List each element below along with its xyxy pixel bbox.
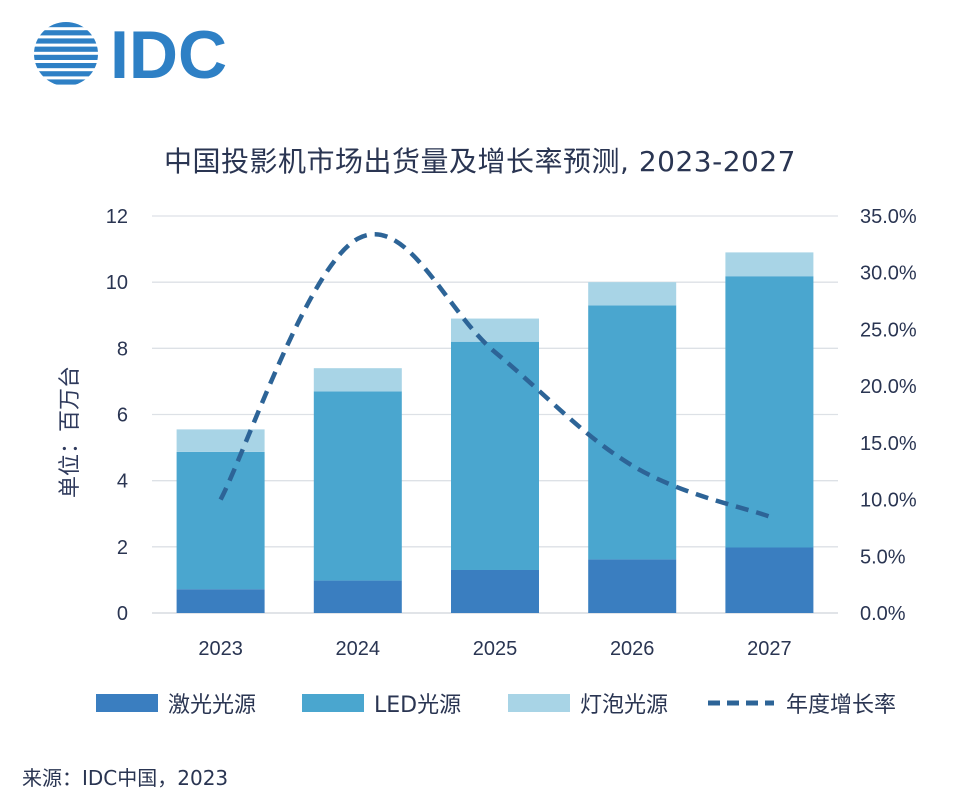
y2-tick-label: 15.0% <box>860 433 917 455</box>
y2-tick-label: 20.0% <box>860 376 917 398</box>
bar-led <box>725 276 814 548</box>
chart-title: 中国投影机市场出货量及增长率预测, 2023-2027 <box>164 145 796 178</box>
bar-bulb <box>588 282 677 306</box>
idc-logo: IDC <box>28 14 258 94</box>
bar-laser <box>725 547 814 613</box>
y2-tick-label: 10.0% <box>860 490 917 512</box>
y2-tick-label: 30.0% <box>860 263 917 285</box>
y-tick-label: 10 <box>106 272 128 294</box>
y-tick-label: 0 <box>117 603 128 625</box>
globe-stripe <box>34 54 98 60</box>
bar-bulb <box>176 429 265 452</box>
globe-stripe <box>34 46 98 52</box>
x-axis-ticks: 2023 2024 2025 2026 2027 <box>198 638 791 660</box>
y-tick-label: 12 <box>106 206 128 228</box>
bar-led <box>176 451 265 590</box>
legend-swatch-growth <box>708 700 774 706</box>
y2-tick-label: 5.0% <box>860 546 906 568</box>
globe-stripe <box>34 79 98 85</box>
x-tick-label: 2023 <box>198 638 243 660</box>
growth-line <box>218 232 771 519</box>
y-tick-label: 6 <box>117 405 128 427</box>
bar-led <box>313 391 402 581</box>
legend-item-laser: 激光光源 <box>96 685 256 721</box>
x-tick-label: 2024 <box>336 638 381 660</box>
bars <box>176 252 814 613</box>
y-tick-label: 4 <box>117 471 128 493</box>
source-note: 来源：IDC中国，2023 <box>22 766 229 790</box>
globe-stripe <box>34 38 98 44</box>
bar-bulb <box>725 252 814 277</box>
legend-swatch-bulb <box>508 694 570 712</box>
bar-laser <box>588 559 677 613</box>
globe-stripe <box>34 71 98 77</box>
growth-rate-line <box>218 232 771 519</box>
globe-stripe <box>34 22 98 28</box>
bar-bulb <box>313 368 402 392</box>
legend-item-growth: 年度增长率 <box>706 685 896 721</box>
x-tick-label: 2025 <box>473 638 518 660</box>
bar-laser <box>176 589 265 613</box>
legend-label-led: LED光源 <box>374 693 462 718</box>
bar-led <box>588 305 677 560</box>
left-axis-ticks: 0 2 4 6 8 10 12 <box>106 206 128 625</box>
y2-tick-label: 35.0% <box>860 206 917 228</box>
legend-label-bulb: 灯泡光源 <box>580 693 669 718</box>
legend-label-laser: 激光光源 <box>168 693 257 718</box>
logo-text: IDC <box>110 17 227 93</box>
legend: 激光光源 LED光源 灯泡光源 年度增长率 <box>0 685 960 721</box>
x-tick-label: 2027 <box>747 638 792 660</box>
globe-stripe <box>34 63 98 69</box>
x-tick-label: 2026 <box>610 638 655 660</box>
y2-tick-label: 0.0% <box>860 603 906 625</box>
y2-tick-label: 25.0% <box>860 319 917 341</box>
globe-icon: IDC <box>34 17 227 93</box>
legend-label-growth: 年度增长率 <box>786 693 897 718</box>
right-axis-ticks: 0.0% 5.0% 10.0% 15.0% 20.0% 25.0% 30.0% 35.0% <box>860 206 917 625</box>
bar-laser <box>451 569 539 613</box>
legend-swatch-led <box>302 694 364 712</box>
y-tick-label: 8 <box>117 338 128 360</box>
bar-laser <box>313 580 402 613</box>
legend-swatch-laser <box>96 694 158 712</box>
y-tick-label: 2 <box>117 537 128 559</box>
legend-item-bulb: 灯泡光源 <box>508 685 668 721</box>
globe-stripe <box>34 30 98 36</box>
bar-bulb <box>451 318 539 342</box>
legend-item-led: LED光源 <box>302 685 461 721</box>
